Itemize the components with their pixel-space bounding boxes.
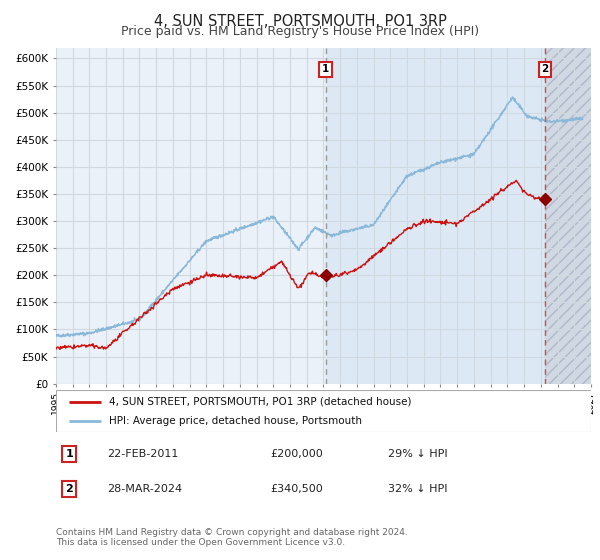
Bar: [545, 48, 591, 384]
Text: £200,000: £200,000: [270, 449, 323, 459]
Bar: [326, 48, 545, 384]
Text: 4, SUN STREET, PORTSMOUTH, PO1 3RP (detached house): 4, SUN STREET, PORTSMOUTH, PO1 3RP (deta…: [109, 396, 412, 407]
Text: 4, SUN STREET, PORTSMOUTH, PO1 3RP: 4, SUN STREET, PORTSMOUTH, PO1 3RP: [154, 14, 446, 29]
Text: 32% ↓ HPI: 32% ↓ HPI: [388, 484, 447, 494]
Text: Contains HM Land Registry data © Crown copyright and database right 2024.
This d: Contains HM Land Registry data © Crown c…: [56, 528, 407, 547]
Text: HPI: Average price, detached house, Portsmouth: HPI: Average price, detached house, Port…: [109, 416, 362, 426]
FancyBboxPatch shape: [56, 390, 591, 432]
Text: Price paid vs. HM Land Registry's House Price Index (HPI): Price paid vs. HM Land Registry's House …: [121, 25, 479, 38]
Bar: [545, 48, 591, 384]
Text: 2: 2: [65, 484, 73, 494]
Text: 22-FEB-2011: 22-FEB-2011: [107, 449, 178, 459]
Text: 28-MAR-2024: 28-MAR-2024: [107, 484, 182, 494]
Text: 29% ↓ HPI: 29% ↓ HPI: [388, 449, 447, 459]
Text: 1: 1: [322, 64, 329, 74]
Text: 1: 1: [65, 449, 73, 459]
Text: 2: 2: [541, 64, 548, 74]
Text: £340,500: £340,500: [270, 484, 323, 494]
